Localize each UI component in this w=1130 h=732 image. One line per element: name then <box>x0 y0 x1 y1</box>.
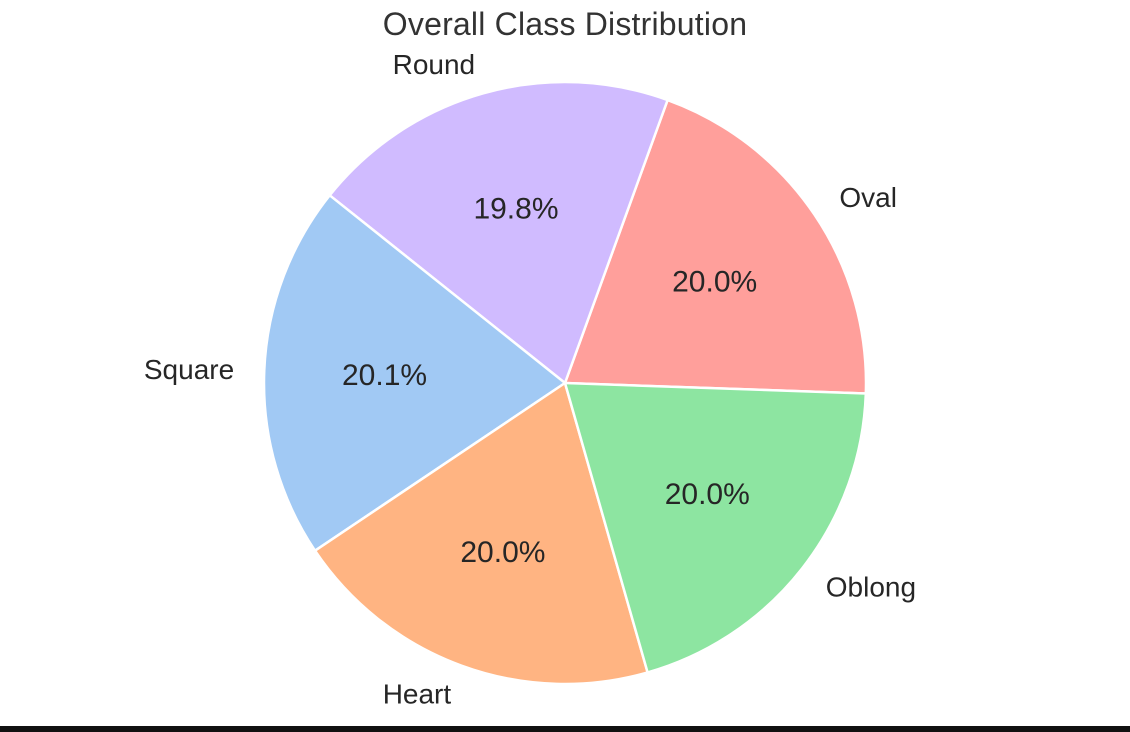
pie-slice-heart <box>313 381 649 686</box>
slice-percent-label-heart: 20.0% <box>460 536 545 569</box>
bottom-divider <box>0 726 1130 732</box>
pie-slice-oblong <box>563 381 868 674</box>
slice-category-label-oval: Oval <box>839 182 897 213</box>
slice-percent-label-oval: 20.0% <box>672 265 757 298</box>
pie-slice-round <box>328 80 669 385</box>
slice-category-label-square: Square <box>144 354 234 385</box>
pie-slice-oval <box>563 98 868 395</box>
slice-category-label-oblong: Oblong <box>826 572 916 603</box>
pie-slice-square <box>262 194 567 552</box>
slice-category-label-round: Round <box>393 49 476 80</box>
slice-percent-label-oblong: 20.0% <box>665 478 750 511</box>
slice-percent-label-square: 20.1% <box>342 359 427 392</box>
slice-category-label-heart: Heart <box>383 678 452 709</box>
slice-percent-label-round: 19.8% <box>473 193 558 226</box>
chart-title: Overall Class Distribution <box>382 6 748 42</box>
